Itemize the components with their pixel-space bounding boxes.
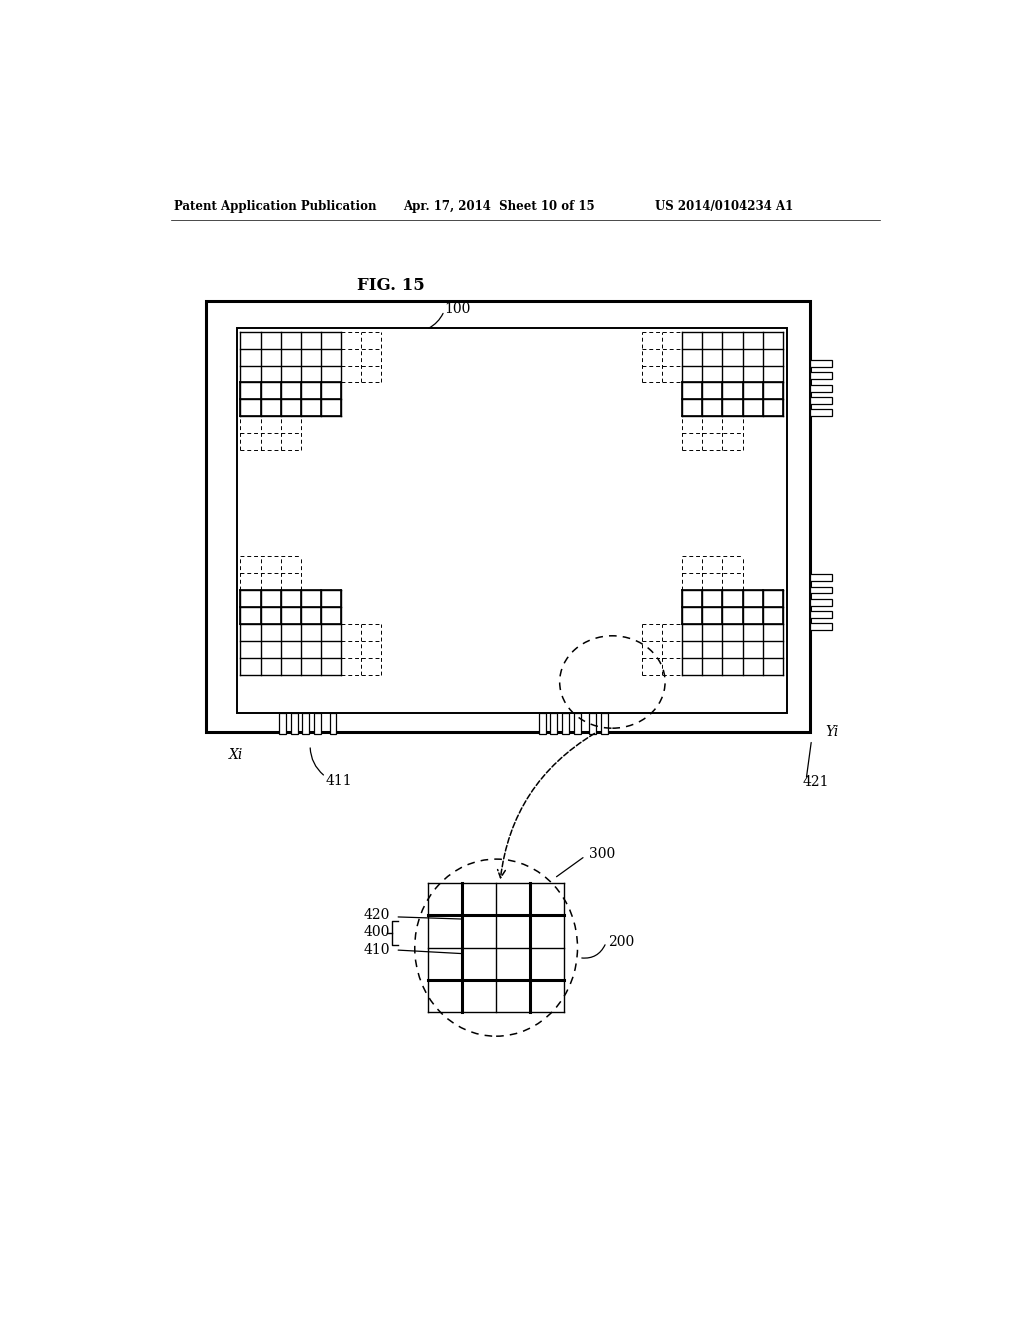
Bar: [810, 611, 831, 618]
Text: Yi: Yi: [825, 725, 839, 739]
Bar: [601, 713, 607, 734]
Bar: [573, 713, 581, 734]
Bar: [330, 713, 337, 734]
Text: 300: 300: [589, 846, 615, 861]
Text: 421: 421: [802, 775, 828, 789]
Bar: [562, 713, 569, 734]
Text: 100: 100: [444, 301, 471, 315]
Bar: [810, 574, 831, 581]
Bar: [291, 713, 298, 734]
Bar: [280, 713, 286, 734]
Bar: [810, 360, 831, 367]
Text: Patent Application Publication: Patent Application Publication: [174, 199, 377, 213]
FancyArrowPatch shape: [582, 945, 605, 958]
Text: FIG. 15: FIG. 15: [356, 277, 424, 294]
Text: 200: 200: [608, 936, 635, 949]
Bar: [302, 713, 309, 734]
Text: Xi: Xi: [228, 748, 243, 762]
Bar: [539, 713, 546, 734]
Text: 400: 400: [364, 925, 390, 940]
Text: 420: 420: [364, 908, 390, 921]
Text: 410: 410: [364, 942, 390, 957]
Bar: [810, 409, 831, 416]
Text: 411: 411: [326, 774, 352, 788]
Bar: [237, 327, 786, 713]
Bar: [314, 713, 321, 734]
Ellipse shape: [415, 859, 578, 1036]
Bar: [810, 372, 831, 379]
Bar: [810, 385, 831, 392]
Bar: [810, 586, 831, 594]
Bar: [810, 599, 831, 606]
Text: US 2014/0104234 A1: US 2014/0104234 A1: [655, 199, 794, 213]
Bar: [810, 397, 831, 404]
Bar: [810, 623, 831, 631]
Bar: [589, 713, 596, 734]
Text: Apr. 17, 2014  Sheet 10 of 15: Apr. 17, 2014 Sheet 10 of 15: [403, 199, 595, 213]
Bar: [206, 301, 810, 733]
Bar: [550, 713, 557, 734]
